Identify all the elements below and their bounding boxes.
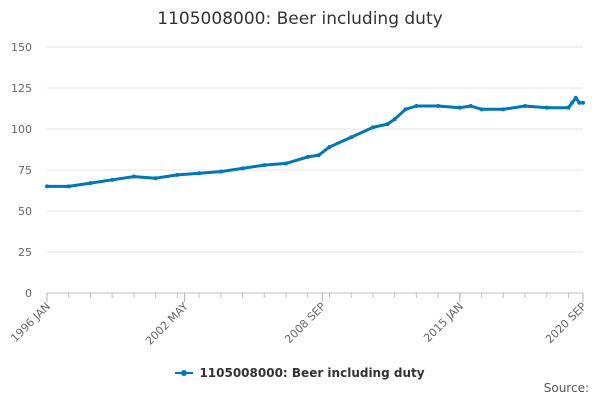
data-point [88, 181, 93, 186]
plot-area [45, 95, 585, 189]
y-tick-label: 100 [11, 123, 32, 136]
data-point [349, 135, 354, 140]
source-label: Source: [543, 381, 589, 395]
data-point [110, 177, 115, 182]
data-point [284, 161, 289, 166]
y-axis: 0 25 50 75 100 125 150 [11, 41, 32, 300]
data-point [403, 107, 408, 112]
gridlines [47, 46, 583, 294]
data-point [327, 145, 332, 150]
y-tick-label: 150 [11, 41, 32, 54]
data-point [385, 122, 390, 127]
data-point [523, 104, 528, 109]
data-point [436, 104, 441, 109]
chart-title: 1105008000: Beer including duty [157, 9, 443, 29]
y-tick-label: 75 [18, 164, 32, 177]
data-point [45, 184, 49, 189]
data-point [305, 154, 310, 159]
data-point [66, 184, 71, 189]
y-tick-label: 0 [25, 287, 32, 300]
data-point [566, 105, 571, 110]
data-point [131, 174, 136, 179]
data-point [197, 171, 202, 176]
data-point [262, 163, 267, 168]
data-point [468, 104, 473, 109]
x-tick-label: 2020 SEP [543, 300, 589, 346]
data-point [240, 166, 245, 171]
data-point [479, 107, 484, 112]
data-point [457, 105, 462, 110]
x-tick-label: 2002 MAY [143, 300, 191, 348]
data-point [501, 107, 506, 112]
y-tick-label: 125 [11, 82, 32, 95]
data-point [316, 153, 321, 158]
data-point [570, 100, 575, 105]
y-tick-label: 25 [18, 246, 32, 259]
data-point [370, 125, 375, 130]
x-axis: 1996 JAN 2002 MAY 2008 SEP 2015 JAN 2020 SEP [8, 292, 589, 348]
y-tick-label: 50 [18, 205, 32, 218]
data-point [414, 104, 419, 109]
x-tick-label: 2015 JAN [421, 300, 466, 345]
data-point [544, 105, 549, 110]
data-point [573, 95, 578, 100]
legend[interactable]: 1105008000: Beer including duty [0, 366, 600, 381]
data-point [581, 100, 585, 105]
data-point [175, 172, 180, 177]
legend-line-marker-icon [175, 370, 194, 376]
data-point [577, 100, 582, 105]
x-tick-label: 2008 SEP [282, 300, 328, 346]
data-point [218, 169, 223, 174]
legend-label: 1105008000: Beer including duty [199, 366, 425, 380]
x-tick-label: 1996 JAN [8, 300, 53, 345]
data-point [392, 117, 397, 122]
data-point [153, 176, 158, 181]
